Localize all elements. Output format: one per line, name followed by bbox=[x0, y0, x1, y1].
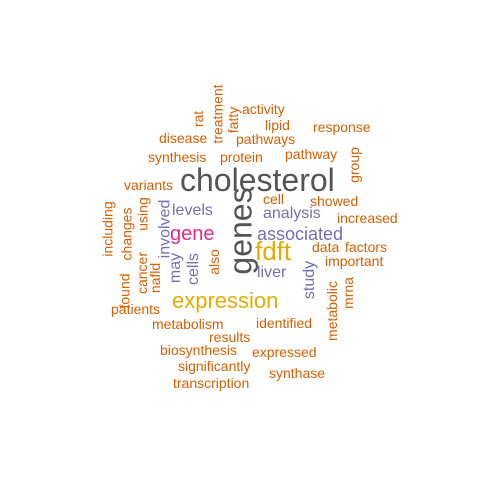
word-nafld: nafld bbox=[147, 262, 164, 294]
word-mrna: mrna bbox=[339, 277, 356, 309]
word-rat: rat bbox=[190, 110, 207, 128]
word-expressed: expressed bbox=[252, 344, 317, 360]
word-protein: protein bbox=[220, 149, 263, 165]
word-variants: variants bbox=[124, 177, 174, 193]
word-biosynthesis: biosynthesis bbox=[160, 342, 238, 358]
word-including: including bbox=[99, 201, 116, 257]
word-analysis: analysis bbox=[263, 205, 321, 222]
word-cells: cells bbox=[185, 252, 203, 286]
word-data: data bbox=[312, 239, 340, 255]
word-synthase: synthase bbox=[269, 365, 326, 381]
word-expression: expression bbox=[172, 288, 279, 313]
word-results: results bbox=[209, 329, 251, 345]
word-metabolism: metabolism bbox=[152, 316, 224, 332]
word-levels: levels bbox=[172, 202, 213, 219]
word-transcription: transcription bbox=[173, 375, 250, 391]
word-cholesterol: cholesterol bbox=[180, 162, 335, 198]
word-patients: patients bbox=[111, 301, 161, 317]
word-treatment: treatment bbox=[209, 84, 226, 144]
word-liver: liver bbox=[257, 264, 287, 281]
word-involved: involved bbox=[156, 199, 174, 259]
word-pathways: pathways bbox=[236, 131, 296, 147]
word-also: also bbox=[205, 249, 222, 275]
word-gene: gene bbox=[170, 223, 215, 245]
word-associated: associated bbox=[257, 224, 344, 244]
word-group: group bbox=[345, 147, 362, 183]
word-identified: identified bbox=[256, 315, 313, 331]
word-significantly: significantly bbox=[178, 358, 251, 374]
word-fatty: fatty bbox=[225, 106, 242, 134]
word-showed: showed bbox=[310, 193, 359, 209]
word-cell: cell bbox=[263, 191, 285, 207]
word-lipid: lipid bbox=[265, 117, 290, 133]
word-important: important bbox=[325, 253, 384, 269]
word-activity: activity bbox=[242, 101, 285, 117]
word-response: response bbox=[313, 119, 371, 135]
word-using: using bbox=[134, 197, 151, 231]
word-factors: factors bbox=[345, 239, 388, 255]
word-study: study bbox=[301, 260, 319, 300]
word-pathway: pathway bbox=[285, 146, 338, 162]
word-may: may bbox=[167, 252, 185, 284]
word-fdft: fdft bbox=[255, 236, 292, 266]
word-changes: changes bbox=[118, 207, 135, 261]
word-genes: genes bbox=[222, 187, 259, 275]
word-synthesis: synthesis bbox=[148, 149, 207, 165]
word-disease: disease bbox=[159, 130, 208, 146]
word-metabolic: metabolic bbox=[323, 281, 340, 341]
word-increased: increased bbox=[337, 210, 398, 226]
